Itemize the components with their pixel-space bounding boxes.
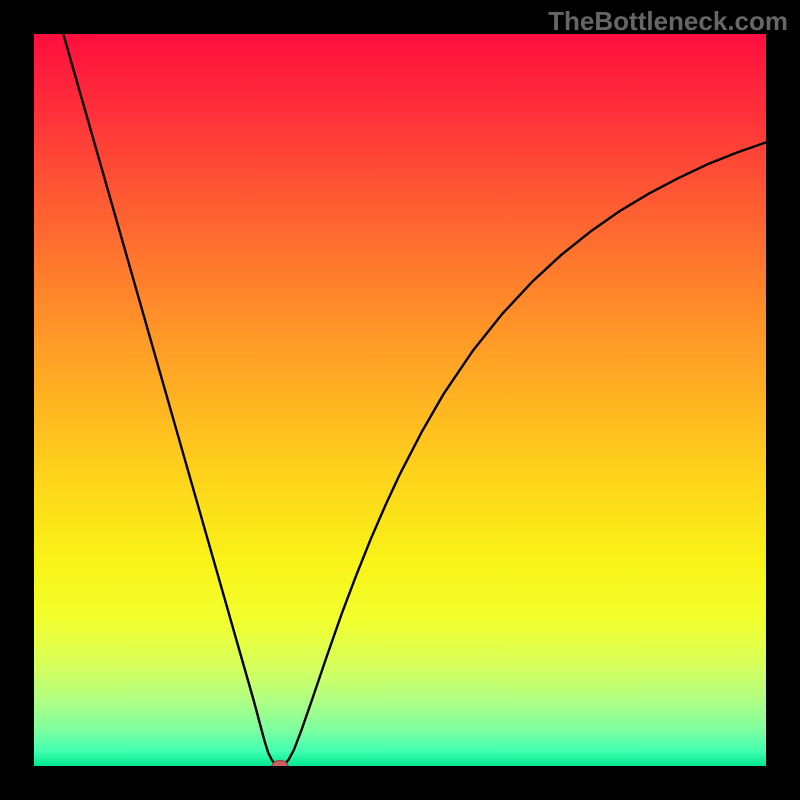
gradient-background (34, 34, 766, 766)
chart-container: TheBottleneck.com (0, 0, 800, 800)
chart-svg (34, 34, 766, 766)
plot-area (34, 34, 766, 766)
watermark-text: TheBottleneck.com (548, 6, 788, 37)
